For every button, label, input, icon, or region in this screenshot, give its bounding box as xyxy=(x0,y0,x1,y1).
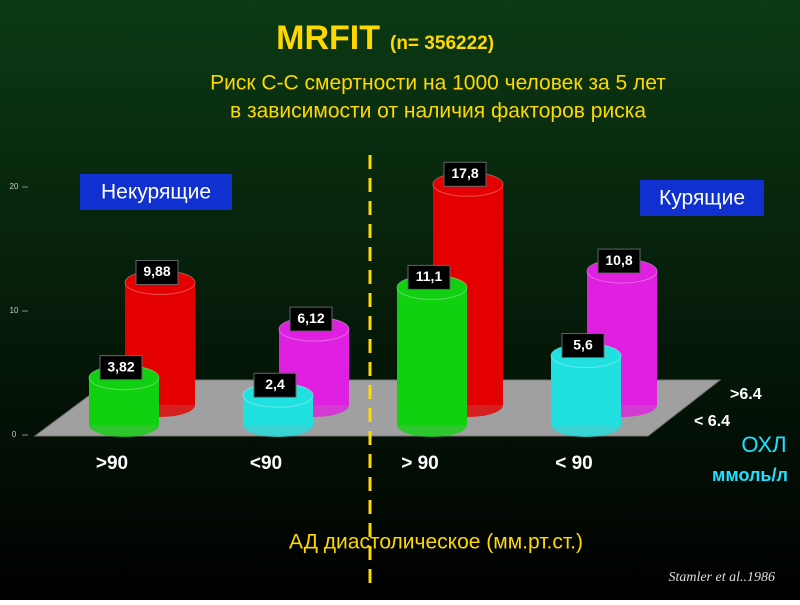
chart-title: MRFIT xyxy=(276,19,380,57)
value-label: 3,82 xyxy=(107,358,134,374)
legend-entry: < 6.4 xyxy=(694,413,730,430)
value-label: 9,88 xyxy=(143,263,170,279)
x-tick-label: >90 xyxy=(96,453,128,474)
value-label: 6,12 xyxy=(297,310,324,326)
subtitle: в зависимости от наличия факторов риска xyxy=(230,100,646,123)
value-label-box xyxy=(407,264,451,290)
x-axis-title: АД диастолическое (мм.рт.ст.) xyxy=(289,531,583,554)
value-label-box xyxy=(561,333,605,359)
value-label-box xyxy=(135,259,179,285)
value-label: 5,6 xyxy=(573,336,593,352)
y-tick-label: 0 xyxy=(12,430,17,439)
group-label: Курящие xyxy=(659,187,745,210)
group-box xyxy=(640,180,764,216)
value-label-box xyxy=(597,248,641,274)
bar-shade xyxy=(397,287,467,425)
title-note: (n= 356222) xyxy=(390,33,494,54)
value-label: 17,8 xyxy=(451,165,478,181)
x-tick-label: > 90 xyxy=(401,453,439,474)
value-label-box xyxy=(289,306,333,332)
value-label: 10,8 xyxy=(605,252,632,268)
source: Stamler et al..1986 xyxy=(668,570,775,585)
value-label: 2,4 xyxy=(265,376,285,392)
x-tick-label: < 90 xyxy=(555,453,593,474)
value-label: 11,1 xyxy=(416,268,443,284)
value-label-box xyxy=(99,355,143,381)
legend-unit: ммоль/л xyxy=(712,465,788,485)
subtitle: Риск С-С смертности на 1000 человек за 5… xyxy=(210,72,666,95)
legend-title: ОХЛ xyxy=(741,432,786,457)
value-label-box xyxy=(443,161,487,187)
value-label-box xyxy=(253,372,297,398)
y-tick-label: 20 xyxy=(10,182,19,191)
y-tick-label: 10 xyxy=(10,306,19,315)
group-label: Некурящие xyxy=(101,181,211,204)
x-tick-label: <90 xyxy=(250,453,282,474)
group-box xyxy=(80,174,232,210)
legend-entry: >6.4 xyxy=(730,386,762,403)
